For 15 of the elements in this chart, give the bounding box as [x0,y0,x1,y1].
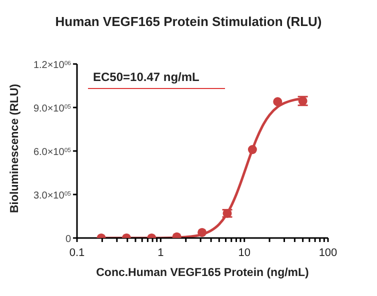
x-tick-label: 0.1 [69,247,85,259]
x-tick-label: 10 [238,247,250,259]
y-tick-label: 3.0×10$^{05}$ [33,190,72,202]
y-tick-label: 6.0×10$^{05}$ [33,147,72,158]
x-tick-label: 100 [318,247,338,259]
x-axis-title: Conc.Human VEGF165 Protein (ng/mL) [96,267,310,279]
x-tick-label: 1 [158,247,164,259]
point [248,145,257,154]
chart-title: Human VEGF165 Protein Stimulation (RLU) [54,14,323,29]
y-tick-label: 1.2×10$^{06}$ [33,60,72,71]
y-tick-label: 0 [65,234,72,245]
y-axis-title: Bioluminescence (RLU) [9,84,22,213]
point [273,97,282,106]
annotation: EC50=10.47 ng/mL [93,70,200,84]
y-tick-label: 9.0×10$^{05}$ [33,104,72,114]
